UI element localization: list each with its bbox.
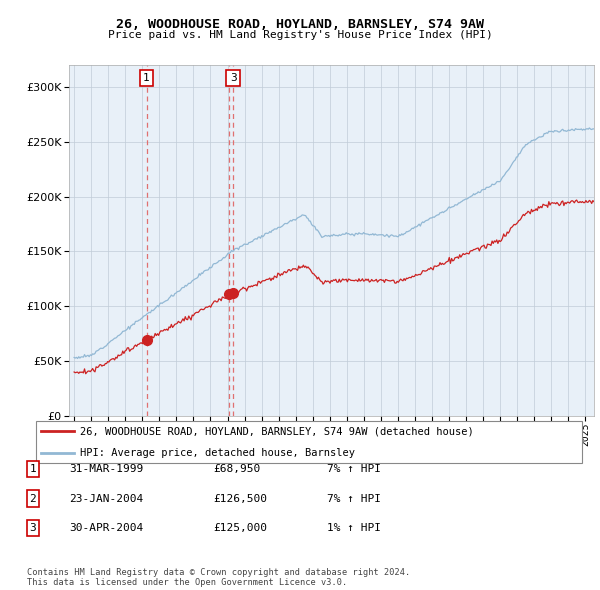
Text: 1% ↑ HPI: 1% ↑ HPI: [327, 523, 381, 533]
Text: £68,950: £68,950: [213, 464, 260, 474]
Text: 30-APR-2004: 30-APR-2004: [69, 523, 143, 533]
Text: £126,500: £126,500: [213, 494, 267, 503]
Text: Price paid vs. HM Land Registry's House Price Index (HPI): Price paid vs. HM Land Registry's House …: [107, 30, 493, 40]
Text: 3: 3: [29, 523, 37, 533]
Text: 2: 2: [29, 494, 37, 503]
Text: 26, WOODHOUSE ROAD, HOYLAND, BARNSLEY, S74 9AW: 26, WOODHOUSE ROAD, HOYLAND, BARNSLEY, S…: [116, 18, 484, 31]
Text: 23-JAN-2004: 23-JAN-2004: [69, 494, 143, 503]
Text: Contains HM Land Registry data © Crown copyright and database right 2024.: Contains HM Land Registry data © Crown c…: [27, 568, 410, 577]
Text: HPI: Average price, detached house, Barnsley: HPI: Average price, detached house, Barn…: [80, 448, 355, 457]
Text: 1: 1: [143, 73, 150, 83]
Text: This data is licensed under the Open Government Licence v3.0.: This data is licensed under the Open Gov…: [27, 578, 347, 587]
Text: 7% ↑ HPI: 7% ↑ HPI: [327, 464, 381, 474]
Text: 1: 1: [29, 464, 37, 474]
Text: 26, WOODHOUSE ROAD, HOYLAND, BARNSLEY, S74 9AW (detached house): 26, WOODHOUSE ROAD, HOYLAND, BARNSLEY, S…: [80, 427, 473, 436]
Text: 31-MAR-1999: 31-MAR-1999: [69, 464, 143, 474]
FancyBboxPatch shape: [36, 421, 582, 463]
Text: 3: 3: [230, 73, 236, 83]
Text: 7% ↑ HPI: 7% ↑ HPI: [327, 494, 381, 503]
Text: £125,000: £125,000: [213, 523, 267, 533]
